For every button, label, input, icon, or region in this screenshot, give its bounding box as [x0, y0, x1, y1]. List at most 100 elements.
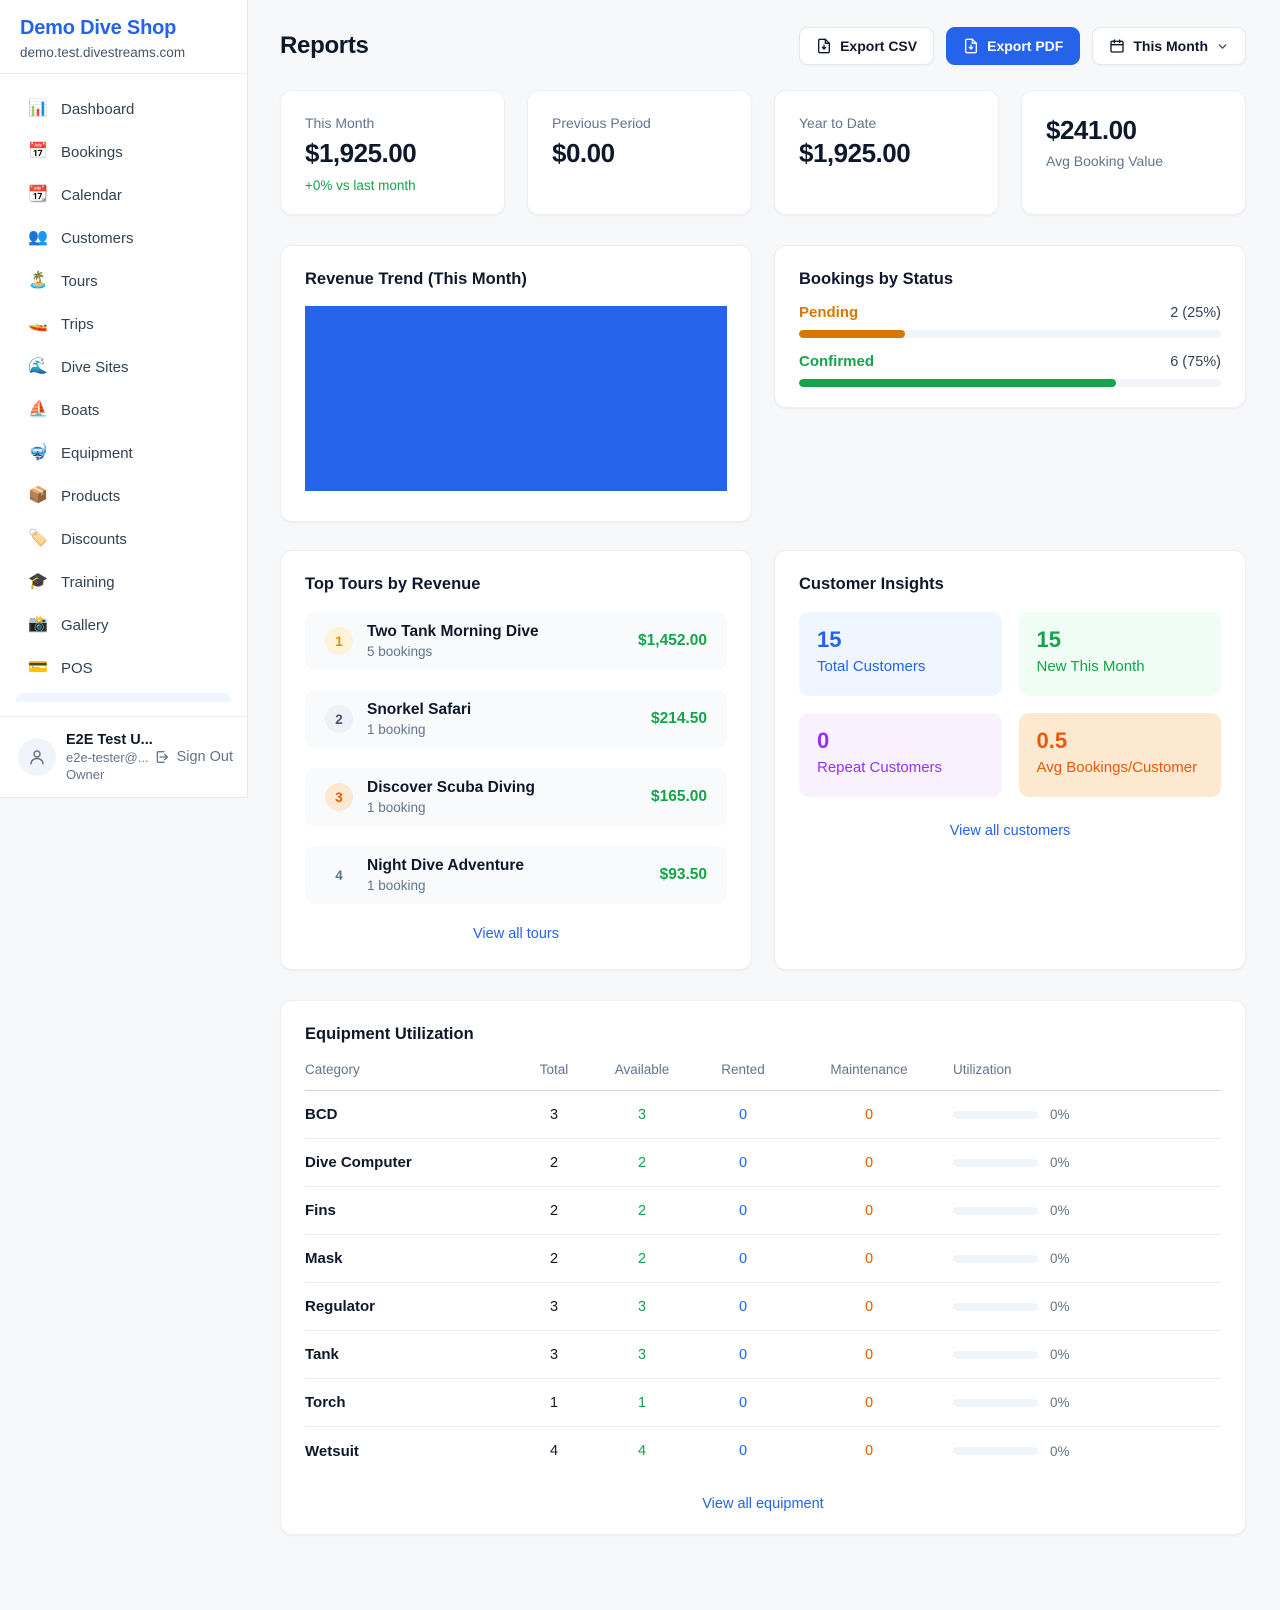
view-all-equipment-link[interactable]: View all equipment	[702, 1496, 824, 1512]
sidebar-item-discounts[interactable]: 🏷️ Discounts	[16, 521, 231, 557]
cell-maintenance: 0	[864, 1346, 874, 1363]
utilization-track	[953, 1350, 1038, 1359]
cell-category: Tank	[305, 1346, 339, 1363]
utilization-percent: 0%	[1050, 1395, 1070, 1410]
cell-available: 1	[637, 1394, 647, 1411]
sidebar-item-label: Customers	[61, 229, 134, 247]
main-content: Reports Export CSV Export PDF This Month…	[280, 0, 1246, 1535]
cell-utilization: 0%	[945, 1444, 1221, 1459]
user-email: e2e-tester@...	[66, 750, 149, 765]
calendar-date-icon: 📅	[28, 143, 48, 160]
diving-mask-icon: 🤿	[28, 444, 48, 461]
revenue-trend-card: Revenue Trend (This Month)	[280, 245, 752, 522]
status-label: Confirmed	[799, 353, 874, 370]
top-tours-title: Top Tours by Revenue	[305, 575, 481, 593]
sidebar-item-pos[interactable]: 💳 POS	[16, 650, 231, 686]
sidebar-item-customers[interactable]: 👥 Customers	[16, 220, 231, 256]
stat-value: $0.00	[552, 138, 615, 168]
calendar-icon	[1110, 39, 1125, 53]
table-row: BCD 3 3 0 0 0%	[305, 1091, 1221, 1139]
sidebar-item-boats[interactable]: ⛵ Boats	[16, 392, 231, 428]
utilization-track	[953, 1110, 1038, 1119]
utilization-percent: 0%	[1050, 1155, 1070, 1170]
cell-maintenance: 0	[864, 1154, 874, 1171]
tag-icon: 🏷️	[28, 530, 48, 547]
logout-icon	[156, 751, 168, 763]
stat-card-this-month: This Month $1,925.00 +0% vs last month	[280, 90, 505, 215]
insight-label: Avg Bookings/Customer	[1036, 759, 1198, 776]
cell-maintenance: 0	[864, 1202, 874, 1219]
export-csv-button[interactable]: Export CSV	[799, 27, 935, 65]
sidebar-item-dashboard[interactable]: 📊 Dashboard	[16, 91, 231, 127]
cell-utilization: 0%	[945, 1155, 1221, 1170]
tour-bookings: 1 booking	[367, 800, 426, 815]
progress-track	[799, 379, 1221, 387]
view-all-customers-link[interactable]: View all customers	[949, 823, 1071, 839]
stat-label: Avg Booking Value	[1046, 153, 1164, 169]
person-icon	[30, 750, 44, 765]
insight-value: 0.5	[1036, 728, 1068, 753]
table-row: Tank 3 3 0 0 0%	[305, 1331, 1221, 1379]
cell-maintenance: 0	[864, 1250, 874, 1267]
user-info: E2E Test U... e2e-tester@... Owner	[66, 732, 153, 782]
cell-utilization: 0%	[945, 1251, 1221, 1266]
sidebar-item-training[interactable]: 🎓 Training	[16, 564, 231, 600]
page-title: Reports	[280, 32, 369, 59]
stat-label: This Month	[305, 115, 375, 131]
charts-row: Revenue Trend (This Month) Bookings by S…	[280, 245, 1246, 522]
cell-category: Regulator	[305, 1298, 376, 1315]
sidebar-item-label: Gallery	[61, 616, 109, 634]
stat-card-avg-booking-value: $241.00 Avg Booking Value	[1021, 90, 1246, 215]
export-pdf-label: Export PDF	[987, 38, 1064, 54]
cell-available: 3	[637, 1298, 647, 1315]
sidebar-item-dive-sites[interactable]: 🌊 Dive Sites	[16, 349, 231, 385]
tour-row: 2 Snorkel Safari 1 booking $214.50	[305, 690, 727, 748]
cell-category: Torch	[305, 1394, 346, 1411]
rank-badge: 1	[325, 627, 353, 655]
column-header-utilization: Utilization	[953, 1062, 1012, 1077]
stat-card-previous-period: Previous Period $0.00	[527, 90, 752, 215]
stat-value: $241.00	[1046, 115, 1137, 145]
cell-utilization: 0%	[945, 1107, 1221, 1122]
tour-name: Snorkel Safari	[367, 701, 472, 718]
utilization-track	[953, 1447, 1038, 1455]
sidebar-item-equipment[interactable]: 🤿 Equipment	[16, 435, 231, 471]
grad-cap-icon: 🎓	[28, 573, 48, 590]
rank-badge: 3	[325, 783, 353, 811]
revenue-trend-chart	[305, 306, 727, 491]
period-dropdown[interactable]: This Month	[1092, 27, 1246, 65]
export-pdf-button[interactable]: Export PDF	[946, 27, 1081, 65]
sidebar-item-calendar[interactable]: 📆 Calendar	[16, 177, 231, 213]
table-row: Mask 2 2 0 0 0%	[305, 1235, 1221, 1283]
bookings-by-status-title: Bookings by Status	[799, 270, 954, 288]
utilization-percent: 0%	[1050, 1299, 1070, 1314]
progress-fill	[799, 330, 905, 338]
sidebar-item-label: Equipment	[61, 444, 133, 462]
header-actions: Export CSV Export PDF This Month	[799, 27, 1246, 65]
utilization-percent: 0%	[1050, 1203, 1070, 1218]
cell-total: 3	[549, 1346, 559, 1363]
stat-label: Year to Date	[799, 115, 877, 131]
equipment-utilization-card: Equipment Utilization Category Total Ava…	[280, 1000, 1246, 1535]
sidebar-item-bookings[interactable]: 📅 Bookings	[16, 134, 231, 170]
sidebar-item-gallery[interactable]: 📸 Gallery	[16, 607, 231, 643]
sidebar-item-trips[interactable]: 🚤 Trips	[16, 306, 231, 342]
sidebar-nav: 📊 Dashboard 📅 Bookings 📆 Calendar 👥 Cust…	[0, 74, 247, 714]
view-all-tours-link[interactable]: View all tours	[473, 926, 559, 942]
tour-revenue: $214.50	[650, 710, 707, 727]
sign-out-button[interactable]: Sign Out	[154, 749, 233, 765]
brand-name: Demo Dive Shop	[20, 17, 177, 39]
cell-utilization: 0%	[945, 1299, 1221, 1314]
cell-maintenance: 0	[864, 1298, 874, 1315]
sidebar-item-products[interactable]: 📦 Products	[16, 478, 231, 514]
table-row: Dive Computer 2 2 0 0 0%	[305, 1139, 1221, 1187]
stats-row: This Month $1,925.00 +0% vs last month P…	[280, 90, 1246, 215]
top-tours-card: Top Tours by Revenue 1 Two Tank Morning …	[280, 550, 752, 970]
sidebar-item-reports-active-partial[interactable]	[16, 693, 231, 702]
cell-total: 2	[549, 1250, 559, 1267]
sidebar-item-tours[interactable]: 🏝️ Tours	[16, 263, 231, 299]
cell-rented: 0	[738, 1154, 748, 1171]
cell-category: Fins	[305, 1202, 336, 1219]
cell-maintenance: 0	[864, 1106, 874, 1123]
revenue-trend-title: Revenue Trend (This Month)	[305, 270, 527, 288]
